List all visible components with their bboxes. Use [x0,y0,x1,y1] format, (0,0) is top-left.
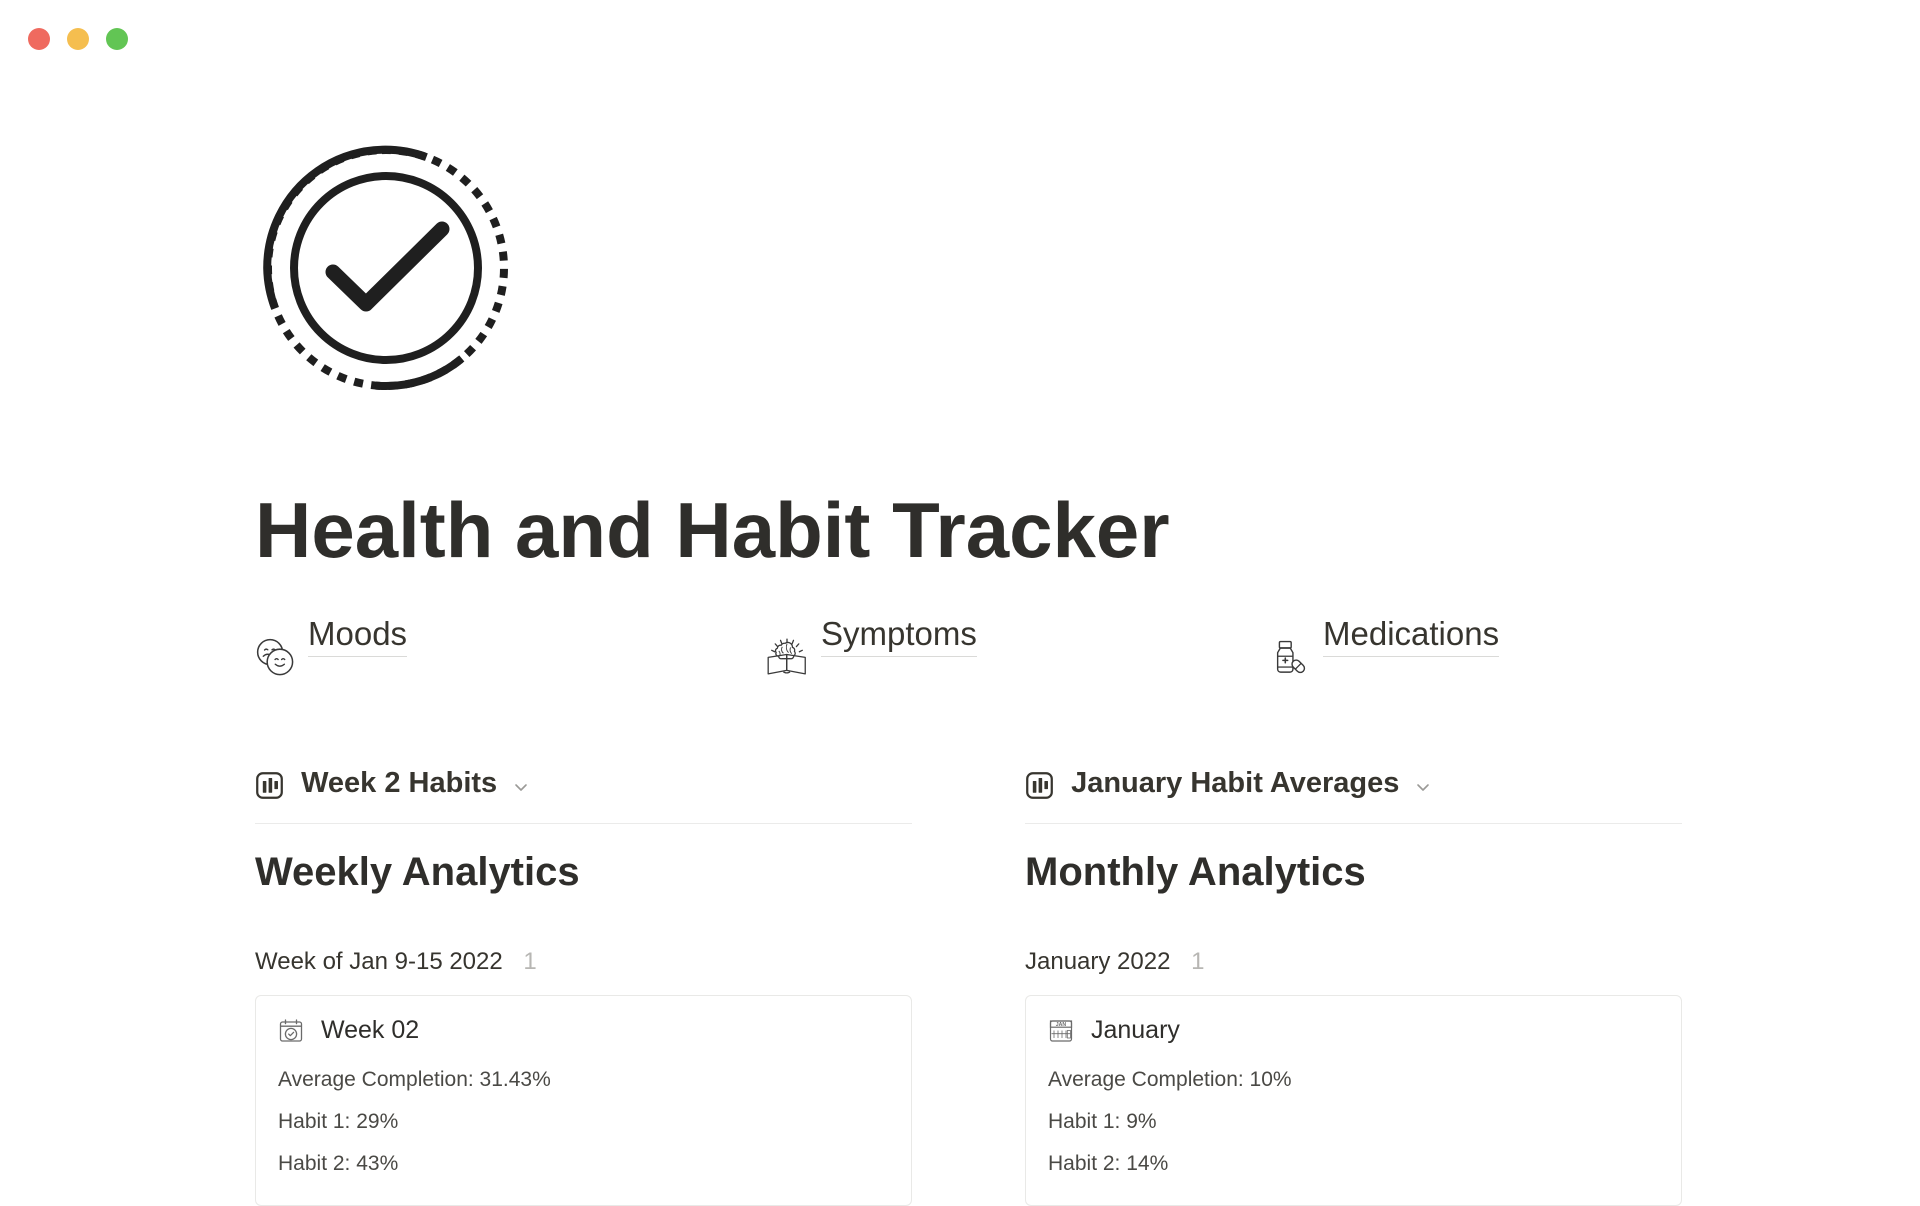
svg-text:JAN: JAN [1056,1022,1067,1028]
